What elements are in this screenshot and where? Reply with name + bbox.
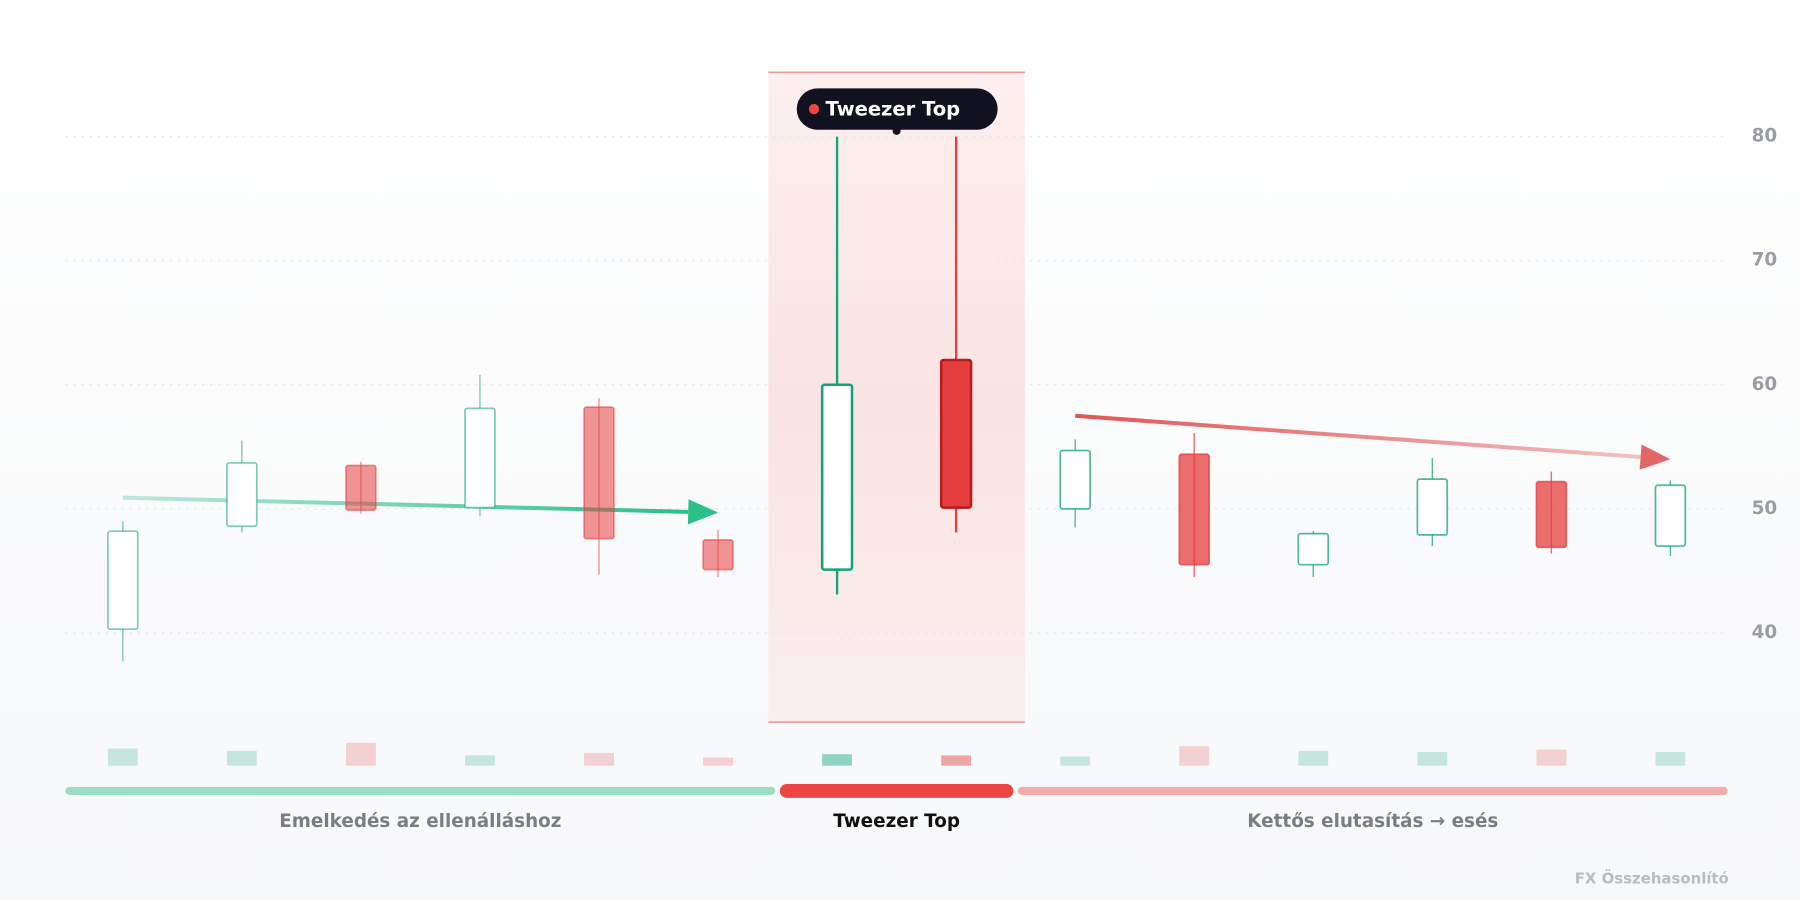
candle-body: [583, 406, 615, 540]
y-tick-label: 60: [1752, 374, 1778, 395]
phase-label: Kettős elutasítás → esés: [1247, 811, 1498, 832]
volume-bar: [1655, 751, 1686, 766]
candle-body: [1297, 532, 1330, 566]
volume-bar: [1417, 751, 1448, 766]
volume-bar: [1536, 749, 1567, 766]
volume-bar: [345, 742, 376, 766]
highlight-band: [768, 72, 1025, 723]
volume-bar: [465, 755, 495, 766]
y-tick-label: 70: [1752, 250, 1778, 271]
trend-line: [1075, 413, 1641, 460]
candle-body: [939, 358, 973, 509]
volume-bar: [1179, 746, 1210, 766]
tooltip-box: [796, 88, 998, 130]
candle-body: [107, 530, 139, 631]
volume-bar: [1298, 750, 1329, 766]
volume-bar: [107, 748, 138, 766]
candle-body: [702, 539, 734, 571]
phase-bar: [1017, 786, 1728, 795]
volume-bar: [941, 755, 972, 766]
volume-bar: [584, 753, 614, 766]
candle-body: [345, 464, 377, 511]
y-tick-label: 80: [1752, 126, 1778, 147]
tooltip-pointer: [892, 126, 901, 135]
candle-body: [1416, 478, 1449, 536]
y-tick-label: 50: [1752, 498, 1778, 519]
candle-body: [1178, 453, 1211, 566]
volume-bar: [226, 750, 257, 766]
candle-body: [1535, 480, 1568, 549]
tooltip-text: Tweezer Top: [825, 98, 960, 121]
y-tick-label: 40: [1752, 622, 1778, 643]
phase-label: Emelkedés az ellenálláshoz: [279, 811, 561, 832]
phase-bar: [779, 784, 1014, 798]
trend-arrowhead: [1639, 444, 1671, 470]
volume-bar: [703, 757, 733, 766]
phase-bar: [65, 786, 776, 795]
tooltip-dot: [808, 103, 820, 115]
candle-body: [820, 383, 854, 571]
volume-bar: [822, 754, 853, 766]
candle-body: [464, 407, 496, 509]
phase-label: Tweezer Top: [833, 811, 960, 832]
candle-body: [1059, 449, 1091, 510]
candle-body: [226, 462, 258, 528]
volume-bar: [1060, 756, 1091, 766]
footer: FX Összehasonlító: [1575, 869, 1729, 887]
trend-arrowhead: [687, 499, 719, 525]
candle-body: [1654, 484, 1687, 547]
